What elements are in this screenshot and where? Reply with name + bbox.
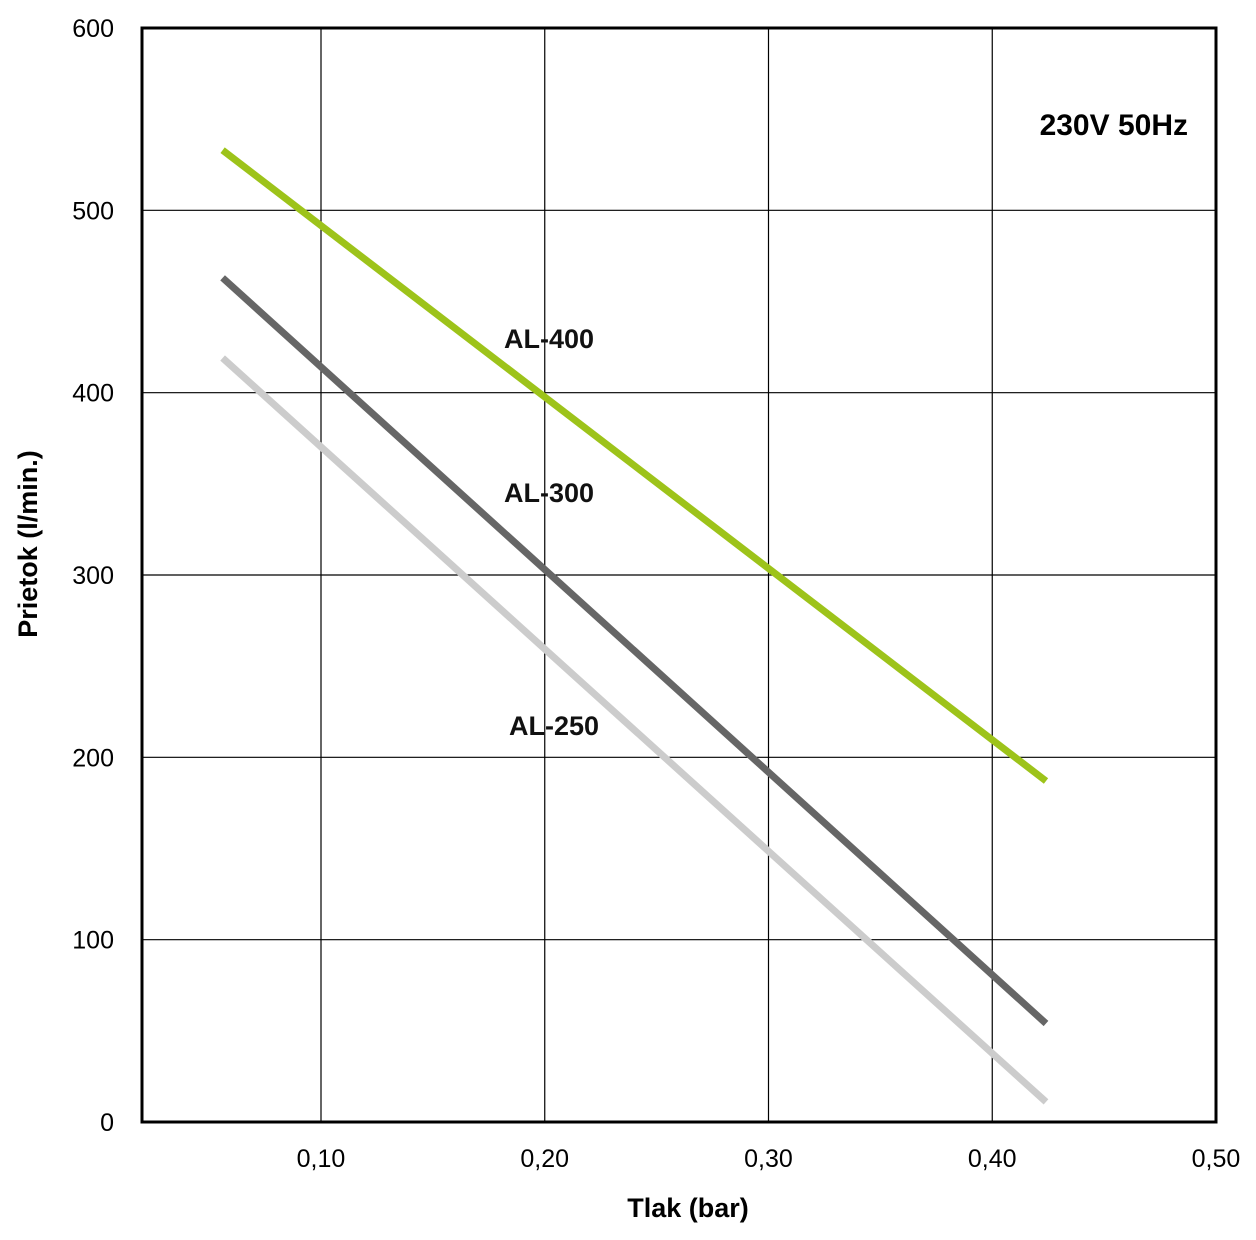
plot-frame	[140, 26, 1218, 1124]
y-tick-label: 0	[100, 1109, 114, 1137]
y-tick-label: 100	[72, 927, 114, 955]
series-lines	[220, 147, 1049, 1105]
series-line-al-250	[220, 355, 1049, 1105]
annotation-voltage: 230V 50Hz	[1040, 109, 1188, 142]
y-tick-label: 300	[72, 562, 114, 590]
x-tick-label: 0,30	[744, 1145, 793, 1173]
x-axis-label: Tlak (bar)	[627, 1193, 749, 1223]
series-label-al-300: AL-300	[504, 478, 594, 508]
grid-lines	[142, 28, 1216, 1122]
x-tick-label: 0,50	[1192, 1145, 1241, 1173]
y-tick-label: 500	[72, 197, 114, 225]
y-tick-label: 400	[72, 380, 114, 408]
x-tick-labels: 0,10 0,20 0,30 0,40 0,50	[297, 1145, 1241, 1173]
series-label-al-250: AL-250	[509, 711, 599, 741]
y-tick-label: 200	[72, 744, 114, 772]
x-tick-label: 0,40	[968, 1145, 1017, 1173]
y-axis-label: Prietok (l/min.)	[13, 450, 43, 638]
x-tick-label: 0,20	[520, 1145, 569, 1173]
series-label-al-400: AL-400	[504, 324, 594, 354]
y-tick-labels: 0 100 200 300 400 500 600	[72, 15, 114, 1137]
x-tick-label: 0,10	[297, 1145, 346, 1173]
y-tick-label: 600	[72, 15, 114, 43]
series-line-al-300	[220, 275, 1049, 1027]
series-line-al-400	[220, 147, 1049, 784]
